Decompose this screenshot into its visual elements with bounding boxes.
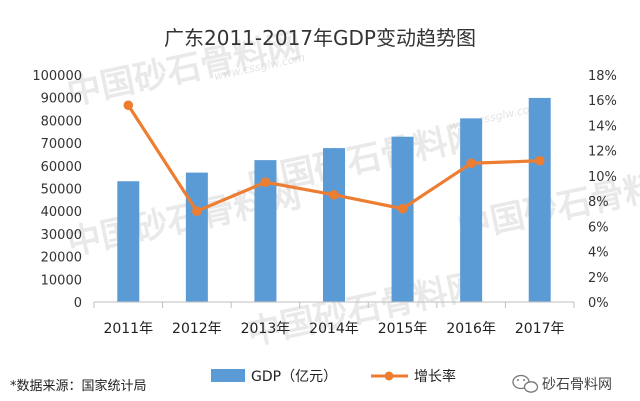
right-tick-label: 0% <box>588 296 609 311</box>
x-tick-label: 2012年 <box>172 321 222 337</box>
left-tick-label: 30000 <box>41 228 82 243</box>
gdp-bar <box>460 118 483 303</box>
growth-rate-point <box>329 190 339 200</box>
gdp-bar <box>185 172 208 302</box>
right-tick-label: 18% <box>588 69 617 84</box>
legend: GDP（亿元） 增长率 <box>211 368 456 385</box>
watermark-layer: 中国砂石骨料网 中国砂石骨料网 中国砂石骨料网 中国砂石骨料网 中国砂石骨料网 … <box>64 25 640 354</box>
growth-rate-point <box>192 206 202 216</box>
legend-label-growth: 增长率 <box>414 368 456 385</box>
footer-brand: 砂石骨料网 <box>512 374 612 393</box>
left-tick-label: 90000 <box>41 92 82 107</box>
source-note: *数据来源：国家统计局 <box>10 378 147 394</box>
chart-title: 广东2011-2017年GDP变动趋势图 <box>164 26 476 50</box>
left-tick-label: 80000 <box>41 114 82 129</box>
right-tick-label: 4% <box>588 246 609 261</box>
gdp-bar <box>117 181 140 302</box>
legend-swatch-growth-marker <box>384 371 394 381</box>
right-tick-label: 8% <box>588 195 609 210</box>
growth-rate-point <box>534 155 545 166</box>
left-tick-label: 70000 <box>41 137 82 152</box>
left-tick-label: 20000 <box>41 251 82 266</box>
x-tick-label: 2011年 <box>103 321 153 337</box>
legend-swatch-gdp <box>211 369 245 382</box>
x-tick-label: 2014年 <box>309 321 359 337</box>
growth-rate-point <box>260 177 271 187</box>
left-tick-label: 60000 <box>41 160 82 175</box>
footer-brand-name: 砂石骨料网 <box>542 377 612 393</box>
gdp-bar <box>391 136 414 302</box>
right-tick-label: 12% <box>588 145 617 160</box>
right-tick-label: 10% <box>588 170 617 185</box>
left-tick-label: 10000 <box>41 273 82 288</box>
x-tick-label: 2016年 <box>446 321 496 337</box>
right-tick-label: 14% <box>588 119 617 134</box>
x-tick-label: 2017年 <box>515 321 565 337</box>
gdp-bar <box>528 97 551 302</box>
left-axis-ticks: 0 10000 20000 30000 40000 50000 60000 70000 8000… <box>32 69 82 311</box>
growth-rate-point <box>466 158 476 169</box>
x-tick-label: 2015年 <box>378 321 428 337</box>
right-tick-label: 6% <box>588 220 609 235</box>
growth-rate-point <box>397 203 408 214</box>
right-tick-label: 2% <box>588 271 609 286</box>
watermark-text: 中国砂石骨料网 <box>244 115 485 204</box>
left-tick-label: 0 <box>74 296 82 311</box>
legend-label-gdp: GDP（亿元） <box>251 369 337 385</box>
gdp-bar <box>323 148 345 302</box>
watermark-text: 中国砂石骨料网 <box>244 265 485 354</box>
right-axis-ticks: 0% 2% 4% 6% 8% 10% 12% 14% 16% 18% <box>588 69 617 311</box>
growth-rate-line <box>123 100 545 216</box>
left-tick-label: 100000 <box>32 69 82 84</box>
left-tick-label: 50000 <box>41 183 82 198</box>
right-tick-label: 16% <box>588 94 617 109</box>
wechat-icon <box>512 374 539 393</box>
x-axis-ticks: 2011年 2012年 2013年 2014年 2015年 2016年 2017年 <box>93 302 575 337</box>
left-tick-label: 40000 <box>41 205 82 220</box>
growth-rate-point <box>123 100 134 111</box>
x-tick-label: 2013年 <box>241 321 291 337</box>
gdp-bar <box>254 160 277 302</box>
